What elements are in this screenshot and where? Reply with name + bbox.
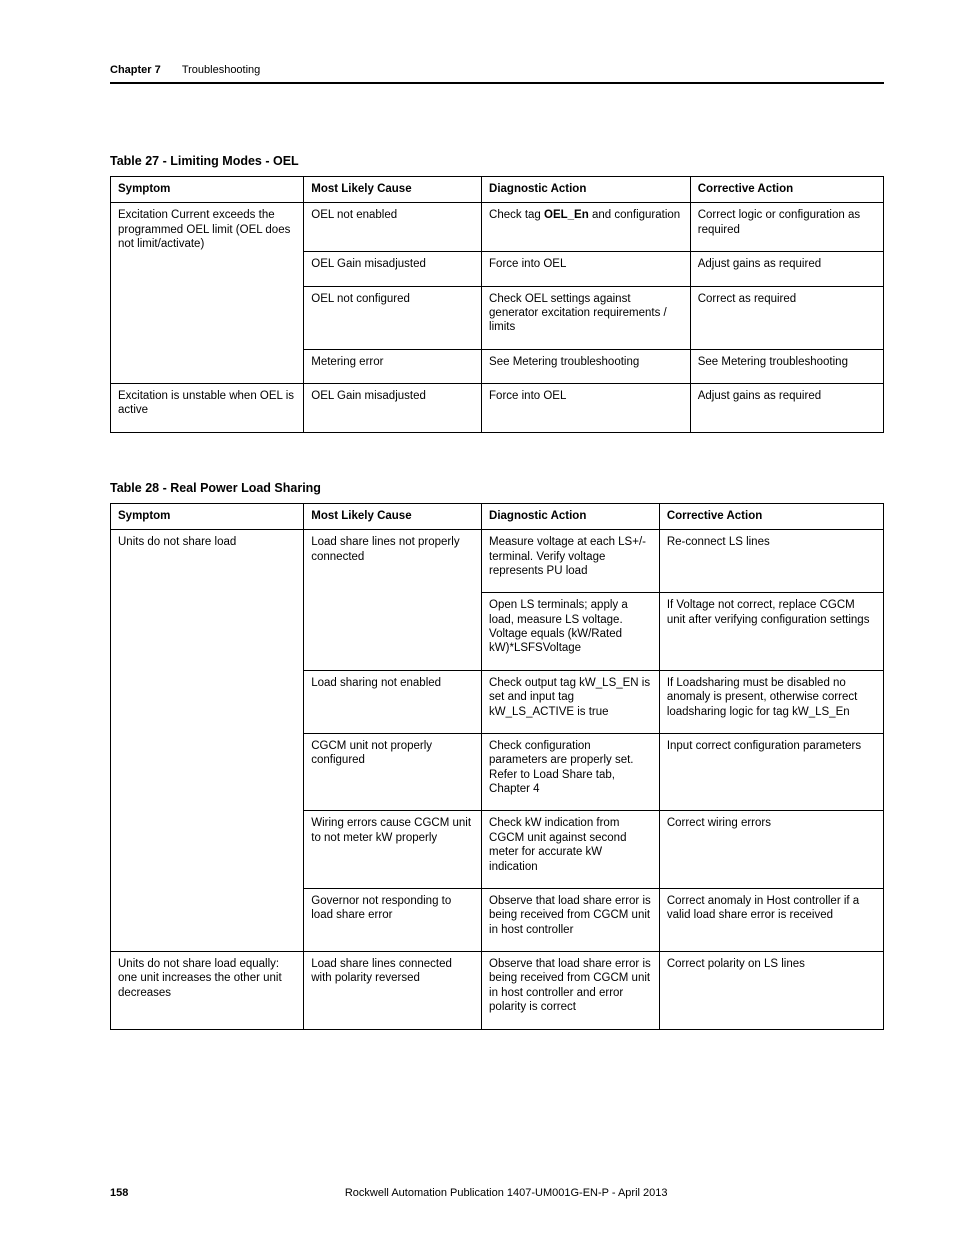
table-row: Units do not share load Load share lines… — [111, 530, 884, 593]
cell-cause: Metering error — [304, 349, 482, 383]
cell-cause: OEL Gain misadjusted — [304, 384, 482, 433]
cell-cause: Governor not responding to load share er… — [304, 888, 482, 951]
diag-text-pre: Check tag — [489, 209, 544, 221]
cell-diag: Check configuration parameters are prope… — [482, 733, 660, 811]
cell-diag: Check tag OEL_En and configuration — [482, 203, 691, 252]
cell-diag: Measure voltage at each LS+/- terminal. … — [482, 530, 660, 593]
cell-cause: Load share lines connected with polarity… — [304, 952, 482, 1030]
cell-cause: OEL not enabled — [304, 203, 482, 252]
col-corr: Corrective Action — [659, 503, 883, 529]
running-header: Chapter 7 Troubleshooting — [110, 64, 884, 76]
col-cause: Most Likely Cause — [304, 503, 482, 529]
table-row: Excitation Current exceeds the programme… — [111, 203, 884, 252]
cell-diag: Check kW indication from CGCM unit again… — [482, 811, 660, 889]
diag-text-bold: OEL_En — [544, 209, 589, 221]
table-row: Excitation is unstable when OEL is activ… — [111, 384, 884, 433]
cell-corr: Correct anomaly in Host controller if a … — [659, 888, 883, 951]
cell-corr: Correct logic or configuration as requir… — [690, 203, 883, 252]
col-diag: Diagnostic Action — [482, 503, 660, 529]
cell-corr: Correct wiring errors — [659, 811, 883, 889]
cell-corr: See Metering troubleshooting — [690, 349, 883, 383]
cell-corr: Correct polarity on LS lines — [659, 952, 883, 1030]
col-symptom: Symptom — [111, 177, 304, 203]
col-diag: Diagnostic Action — [482, 177, 691, 203]
chapter-title: Troubleshooting — [182, 64, 260, 76]
table27-caption: Table 27 - Limiting Modes - OEL — [110, 154, 884, 168]
table27: Symptom Most Likely Cause Diagnostic Act… — [110, 176, 884, 433]
cell-diag: Force into OEL — [482, 252, 691, 286]
col-corr: Corrective Action — [690, 177, 883, 203]
page-footer: 158 Rockwell Automation Publication 1407… — [110, 1187, 884, 1199]
cell-symptom: Units do not share load equally: one uni… — [111, 952, 304, 1030]
cell-cause: Wiring errors cause CGCM unit to not met… — [304, 811, 482, 889]
cell-corr: Re-connect LS lines — [659, 530, 883, 593]
cell-symptom: Excitation Current exceeds the programme… — [111, 203, 304, 384]
header-rule — [110, 82, 884, 84]
cell-cause: OEL Gain misadjusted — [304, 252, 482, 286]
cell-symptom: Units do not share load — [111, 530, 304, 952]
cell-symptom: Excitation is unstable when OEL is activ… — [111, 384, 304, 433]
table-header-row: Symptom Most Likely Cause Diagnostic Act… — [111, 177, 884, 203]
table28: Symptom Most Likely Cause Diagnostic Act… — [110, 503, 884, 1030]
cell-diag: Check output tag kW_LS_EN is set and inp… — [482, 670, 660, 733]
cell-corr: Correct as required — [690, 286, 883, 349]
cell-corr: Input correct configuration parameters — [659, 733, 883, 811]
cell-diag: See Metering troubleshooting — [482, 349, 691, 383]
col-symptom: Symptom — [111, 503, 304, 529]
col-cause: Most Likely Cause — [304, 177, 482, 203]
cell-diag: Observe that load share error is being r… — [482, 888, 660, 951]
cell-diag: Force into OEL — [482, 384, 691, 433]
cell-corr: If Loadsharing must be disabled no anoma… — [659, 670, 883, 733]
page-number: 158 — [110, 1187, 128, 1199]
table28-caption: Table 28 - Real Power Load Sharing — [110, 481, 884, 495]
table-row: Units do not share load equally: one uni… — [111, 952, 884, 1030]
cell-diag: Check OEL settings against generator exc… — [482, 286, 691, 349]
cell-diag: Open LS terminals; apply a load, measure… — [482, 593, 660, 671]
publication-info: Rockwell Automation Publication 1407-UM0… — [110, 1187, 884, 1199]
diag-text-post: and configuration — [589, 209, 680, 221]
cell-diag: Observe that load share error is being r… — [482, 952, 660, 1030]
cell-cause: Load sharing not enabled — [304, 670, 482, 733]
cell-corr: Adjust gains as required — [690, 384, 883, 433]
cell-corr: Adjust gains as required — [690, 252, 883, 286]
table-header-row: Symptom Most Likely Cause Diagnostic Act… — [111, 503, 884, 529]
cell-cause: OEL not configured — [304, 286, 482, 349]
cell-cause: CGCM unit not properly configured — [304, 733, 482, 811]
cell-cause: Load share lines not properly connected — [304, 530, 482, 671]
cell-corr: If Voltage not correct, replace CGCM uni… — [659, 593, 883, 671]
chapter-label: Chapter 7 — [110, 64, 161, 76]
